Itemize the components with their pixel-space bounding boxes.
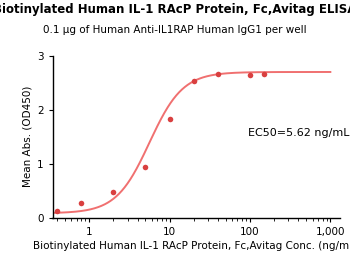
- X-axis label: Biotinylated Human IL-1 RAcP Protein, Fc,Avitag Conc. (ng/mL): Biotinylated Human IL-1 RAcP Protein, Fc…: [33, 241, 350, 251]
- Point: [142, 165, 148, 170]
- Text: EC50=5.62 ng/mL: EC50=5.62 ng/mL: [248, 128, 349, 138]
- Text: Biotinylated Human IL-1 RAcP Protein, Fc,Avitag ELISA: Biotinylated Human IL-1 RAcP Protein, Fc…: [0, 3, 350, 16]
- Point: [54, 209, 60, 213]
- Point: [191, 78, 197, 83]
- Point: [167, 117, 172, 122]
- Text: 0.1 μg of Human Anti-IL1RAP Human IgG1 per well: 0.1 μg of Human Anti-IL1RAP Human IgG1 p…: [43, 25, 307, 35]
- Point: [215, 71, 221, 76]
- Point: [78, 201, 84, 205]
- Point: [261, 72, 267, 76]
- Point: [247, 73, 253, 78]
- Point: [111, 189, 116, 194]
- Y-axis label: Mean Abs. (OD450): Mean Abs. (OD450): [23, 86, 33, 187]
